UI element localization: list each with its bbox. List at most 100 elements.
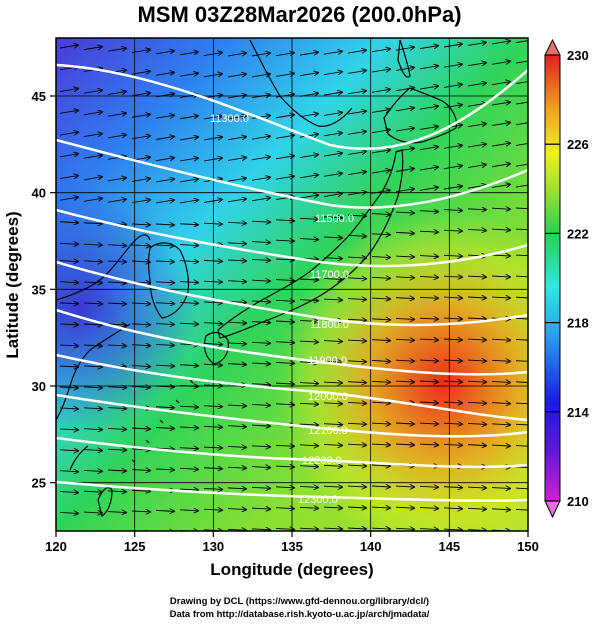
colorbar-max-arrow [544, 38, 561, 56]
wind-arrow [179, 468, 198, 469]
wind-arrow [371, 170, 390, 174]
wind-arrow [155, 510, 174, 511]
wind-arrow [299, 279, 318, 280]
wind-arrow [323, 112, 342, 116]
wind-arrow [443, 255, 462, 256]
wind-arrow [371, 150, 390, 154]
wind-arrow [515, 360, 528, 362]
wind-arrow [155, 51, 174, 55]
wind-arrow [491, 123, 510, 127]
wind-arrow [251, 404, 270, 405]
wind-arrow [419, 507, 438, 508]
wind-arrow [131, 345, 150, 346]
wind-arrow [227, 529, 246, 530]
wind-arrow [419, 66, 438, 70]
wind-arrow [227, 74, 246, 78]
wind-arrow [371, 465, 390, 466]
wind-arrow [227, 343, 246, 344]
wind-arrow [179, 510, 198, 511]
wind-arrow [299, 73, 318, 77]
colorbar-ticks: 230 226 222 218 214 210 [545, 48, 589, 509]
wind-arrow [227, 199, 246, 203]
wind-arrow [371, 214, 390, 215]
wind-arrow [515, 142, 528, 146]
wind-arrow [299, 218, 318, 219]
wind-arrow [491, 509, 510, 510]
wind-arrow [347, 382, 366, 383]
wind-arrow [299, 93, 318, 97]
wind-arrow [395, 507, 414, 508]
wind-arrow [227, 426, 246, 427]
wind-arrow [371, 402, 390, 403]
wind-arrow [323, 237, 342, 238]
wind-arrow [275, 466, 294, 467]
wind-arrow [83, 491, 102, 492]
wind-arrow [467, 445, 486, 446]
wind-arrow [251, 259, 270, 260]
wind-arrow [251, 529, 270, 530]
wind-arrow [59, 243, 78, 244]
wind-arrow [107, 199, 126, 203]
wind-arrow [155, 303, 174, 304]
wind-arrow [515, 254, 528, 257]
wind-arrow [371, 109, 390, 113]
wind-arrow [371, 49, 390, 53]
russia-coastline [249, 39, 353, 127]
wind-arrow [395, 212, 414, 213]
wind-arrow [443, 339, 462, 340]
y-tick-label: 40 [32, 186, 46, 201]
wind-arrow [371, 381, 390, 382]
wind-arrow [347, 257, 366, 258]
wind-arrow [275, 362, 294, 363]
wind-arrow [419, 360, 438, 361]
wind-arrow [395, 318, 414, 319]
wind-arrow [419, 529, 438, 530]
wind-arrow [347, 152, 366, 155]
wind-arrow [347, 111, 366, 115]
wind-arrow [371, 319, 390, 320]
wind-arrow [323, 341, 342, 342]
wind-arrow [203, 302, 222, 303]
wind-arrow [491, 360, 510, 361]
wind-arrow [323, 486, 342, 487]
wind-arrow [59, 89, 78, 93]
wind-arrow [131, 324, 150, 325]
wind-arrow [179, 137, 198, 141]
height-contour-line [56, 393, 528, 438]
wind-arrow [515, 317, 528, 320]
wind-arrow [347, 172, 366, 176]
wind-arrow [251, 221, 270, 222]
wind-arrow [515, 487, 528, 490]
wind-arrow [251, 177, 270, 181]
y-tick-label: 35 [32, 282, 46, 297]
wind-arrow [251, 446, 270, 447]
wind-arrow [275, 176, 294, 180]
wind-arrow [107, 345, 126, 346]
wind-arrow [491, 82, 510, 86]
wind-arrow [371, 340, 390, 341]
wind-arrow [467, 487, 486, 488]
wind-arrow [491, 445, 510, 446]
wind-arrow [515, 122, 528, 126]
wind-arrow [131, 303, 150, 304]
wind-arrow [467, 318, 486, 319]
wind-arrow [443, 230, 462, 231]
wind-arrow [179, 224, 198, 225]
colorbar-label: 222 [567, 226, 589, 241]
height-contour-line [56, 353, 528, 422]
wind-arrow [227, 95, 246, 99]
wind-arrow [443, 318, 462, 319]
wind-arrow [515, 402, 528, 405]
wind-arrow [275, 259, 294, 260]
wind-arrow [83, 134, 102, 137]
wind-arrow [467, 229, 486, 230]
wind-arrow [83, 223, 102, 224]
wind-arrow [251, 95, 270, 99]
wind-arrow [443, 276, 462, 277]
wind-arrow [59, 154, 78, 158]
wind-arrow [155, 261, 174, 262]
wind-arrow [443, 360, 462, 361]
wind-arrow [395, 232, 414, 233]
wind-arrow [227, 446, 246, 447]
wind-arrow [131, 490, 150, 491]
